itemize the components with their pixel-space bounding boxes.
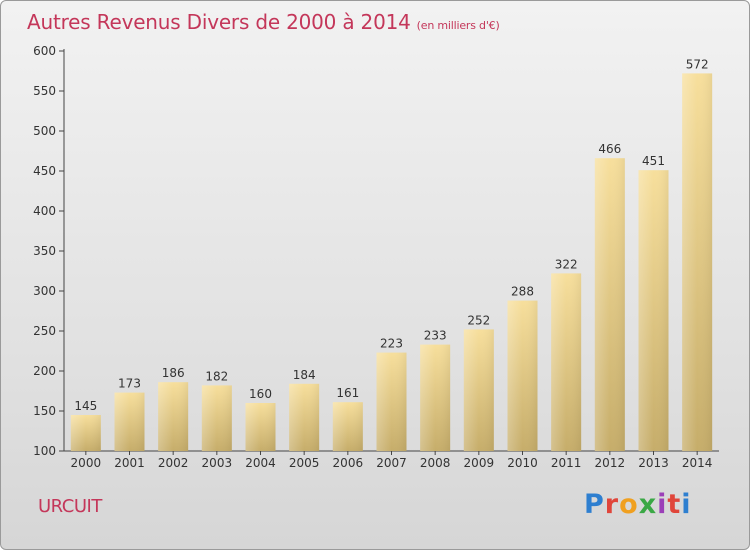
- chart-title: Autres Revenus Divers de 2000 à 2014 (en …: [27, 10, 500, 34]
- x-tick-label-2002: 2002: [158, 456, 189, 470]
- bar-shine-2005: [289, 383, 320, 451]
- data-label-2014: 572: [686, 57, 709, 71]
- label-layer: 145 2000 173 2001 186 2002 182 2003 160 2004 184 20…: [71, 57, 713, 470]
- x-tick-label-2001: 2001: [114, 456, 145, 470]
- y-tick-label: 100: [33, 444, 56, 458]
- proxiti-logo[interactable]: Proxiti: [584, 489, 692, 520]
- bar-shine-2002: [158, 382, 189, 451]
- y-tick-label: 300: [33, 284, 56, 298]
- data-label-2011: 322: [555, 257, 578, 271]
- y-tick-label: 350: [33, 244, 56, 258]
- data-label-2009: 252: [467, 313, 490, 327]
- data-label-2001: 173: [118, 377, 141, 391]
- y-tick-label: 200: [33, 364, 56, 378]
- y-tick-label: 400: [33, 204, 56, 218]
- x-tick-label-2000: 2000: [71, 456, 102, 470]
- x-tick-label-2005: 2005: [289, 456, 320, 470]
- bar-shine-2008: [420, 344, 451, 451]
- y-tick-label: 550: [33, 84, 56, 98]
- y-tick-label: 600: [33, 44, 56, 58]
- bar-shine-2009: [463, 329, 494, 451]
- bar-shine-2014: [682, 73, 713, 452]
- logo-letter: i: [681, 489, 692, 520]
- x-tick-label-2009: 2009: [464, 456, 495, 470]
- bar-shine-2007: [376, 352, 407, 451]
- x-tick-label-2013: 2013: [638, 456, 669, 470]
- y-tick-label: 450: [33, 164, 56, 178]
- x-tick-label-2004: 2004: [245, 456, 276, 470]
- data-label-2002: 186: [162, 366, 185, 380]
- x-tick-label-2014: 2014: [682, 456, 713, 470]
- data-label-2000: 145: [74, 399, 97, 413]
- bar-shine-2006: [332, 402, 363, 451]
- commune-name: URCUIT: [38, 496, 102, 517]
- data-label-2008: 233: [424, 329, 447, 343]
- bar-shine-2010: [507, 300, 538, 451]
- data-label-2010: 288: [511, 285, 534, 299]
- bar-shine-2000: [70, 415, 101, 451]
- data-label-2004: 160: [249, 387, 272, 401]
- bar-shine-2011: [551, 273, 582, 451]
- chart-subtitle: (en milliers d'€): [416, 19, 500, 32]
- data-label-2012: 466: [598, 142, 621, 156]
- logo-letter: o: [619, 489, 639, 520]
- x-tick-label-2010: 2010: [507, 456, 538, 470]
- bar-shine-2004: [245, 403, 276, 451]
- x-tick-label-2006: 2006: [333, 456, 364, 470]
- y-tick-label: 250: [33, 324, 56, 338]
- logo-letter: x: [638, 489, 658, 520]
- x-tick-label-2012: 2012: [595, 456, 626, 470]
- bar-shine-2001: [114, 392, 145, 451]
- x-tick-label-2008: 2008: [420, 456, 451, 470]
- y-tick-label: 150: [33, 404, 56, 418]
- x-tick-label-2011: 2011: [551, 456, 582, 470]
- logo-letter: t: [667, 489, 682, 520]
- axis-layer: 100 150 200 250 300 350 400 450 500 550 600: [33, 44, 719, 458]
- x-tick-label-2007: 2007: [376, 456, 407, 470]
- data-label-2005: 184: [293, 368, 316, 382]
- logo-letter: P: [584, 489, 605, 520]
- x-tick-label-2003: 2003: [202, 456, 233, 470]
- data-label-2007: 223: [380, 337, 403, 351]
- logo-letter: r: [604, 489, 620, 520]
- bar-shine-2012: [594, 158, 625, 451]
- data-label-2003: 182: [205, 369, 228, 383]
- y-tick-label: 500: [33, 124, 56, 138]
- data-label-2006: 161: [336, 386, 359, 400]
- logo-letter: i: [657, 489, 668, 520]
- data-label-2013: 451: [642, 154, 665, 168]
- bar-shine-2013: [638, 170, 669, 451]
- bar-shine-2003: [201, 385, 232, 451]
- bar-layer: [70, 73, 713, 452]
